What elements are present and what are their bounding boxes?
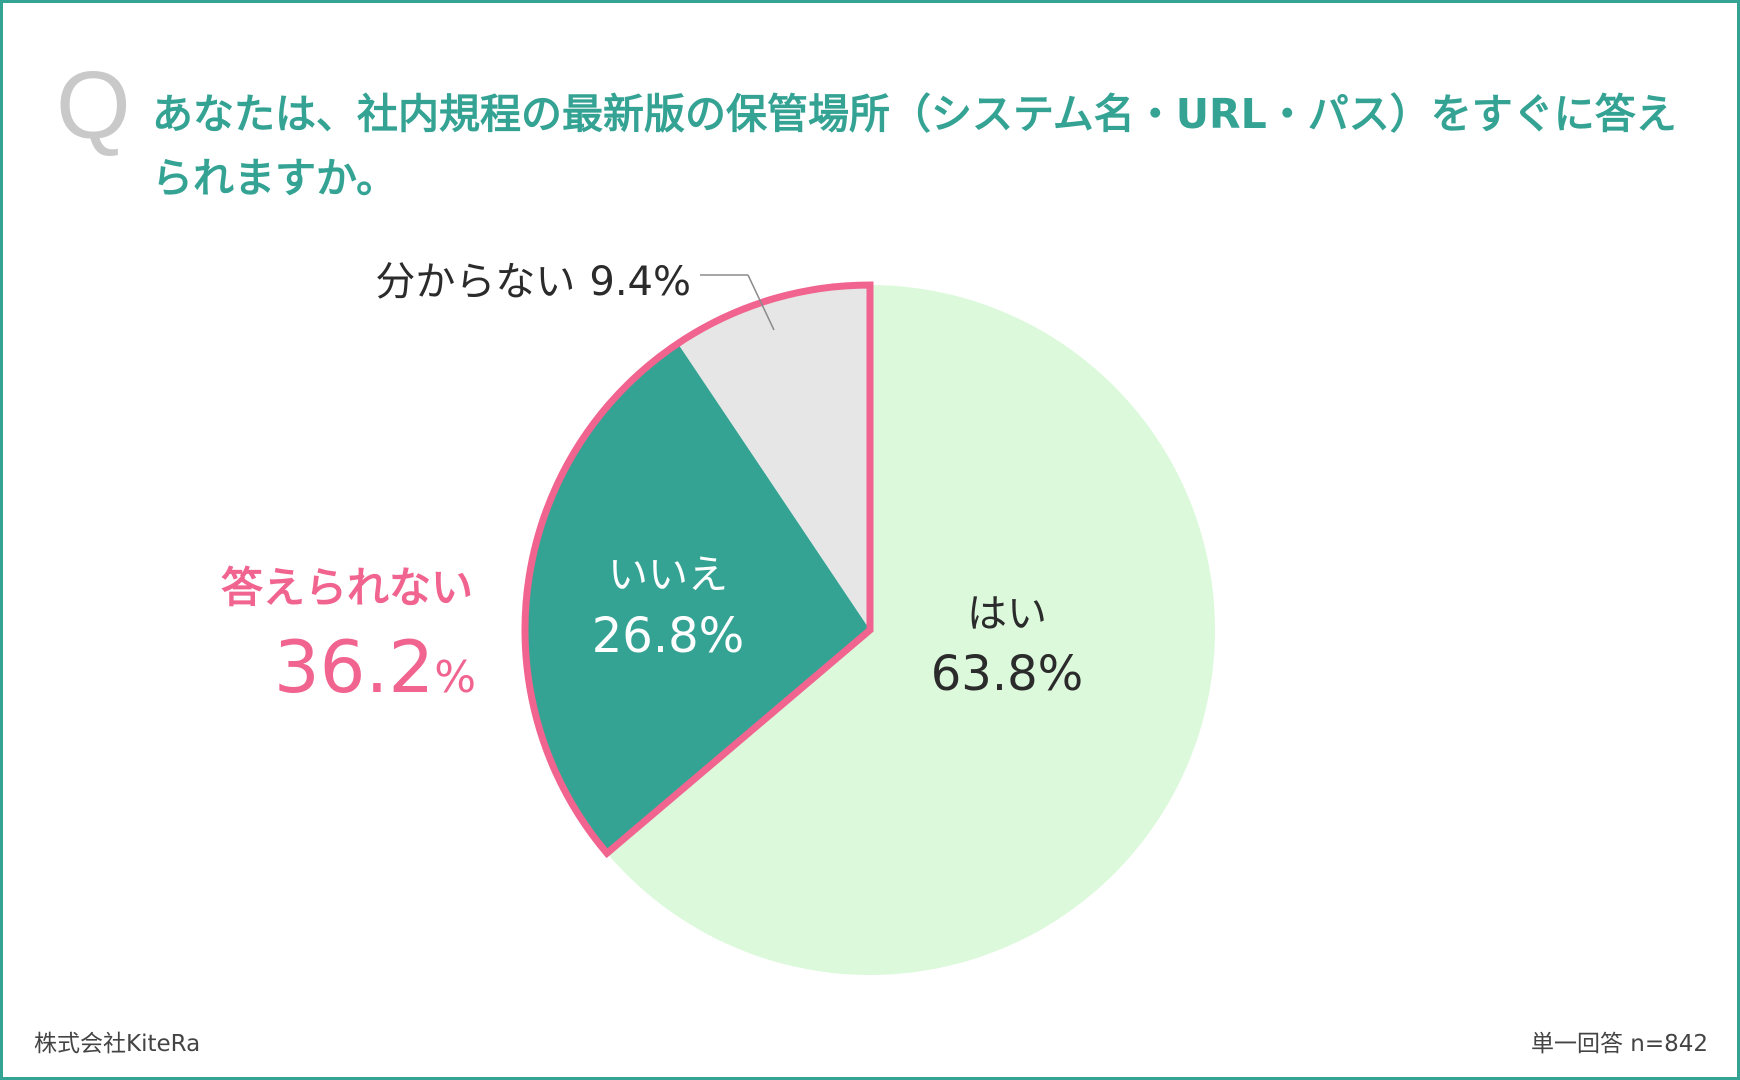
pie-slice-unknown (677, 285, 870, 630)
pie-slices (524, 285, 1216, 976)
slice-value-unknown: 9.4% (589, 259, 691, 305)
slice-value-yes: 63.8% (931, 646, 1083, 702)
slice-label-no: いいえ (608, 552, 728, 598)
sample-note: 単一回答 n=842 (1530, 1031, 1708, 1057)
slice-label-unknown: 分からない 9.4% (375, 259, 691, 305)
group-value-unit: % (434, 652, 476, 703)
slice-label-unknown-text: 分からない (375, 259, 575, 305)
slice-label-yes: はい (967, 591, 1047, 637)
source-credit: 株式会社KiteRa (34, 1031, 201, 1057)
pie-slice-yes (606, 285, 1216, 976)
pie-slice-no (524, 343, 870, 854)
question-title: あなたは、社内規程の最新版の保管場所（システム名・URL・パス）をすぐに答えられ… (152, 90, 1677, 202)
group-label: 答えられない (221, 563, 473, 612)
group-value: 36.2% (274, 625, 476, 709)
leader-line (747, 274, 775, 331)
slice-value-no: 26.8% (592, 608, 744, 664)
group-value-number: 36.2 (274, 625, 434, 709)
question-mark: Q (56, 52, 131, 159)
